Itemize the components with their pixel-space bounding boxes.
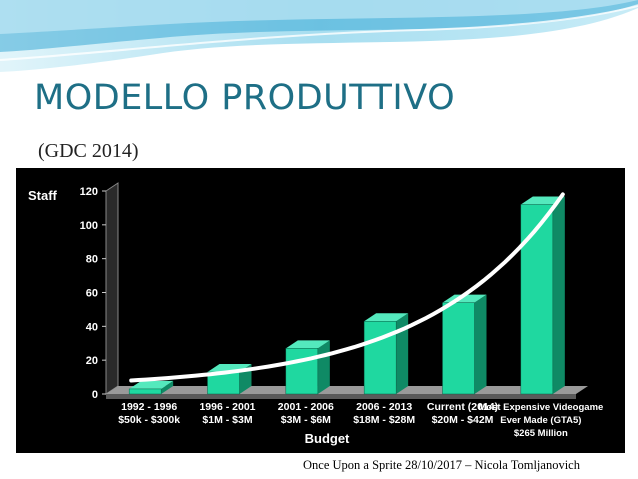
y-tick-label: 40 [86,321,98,333]
x-tick-label: $3M - $6M [281,414,331,426]
bar [520,204,554,395]
x-tick-label: 2001 - 2006 [278,401,334,413]
bar-side [317,340,330,394]
axis-side-wall [105,182,119,395]
x-tick-label: $18M - $28M [353,414,415,426]
y-tick-label: 0 [92,389,98,401]
bar [442,302,475,395]
bar-side [396,313,409,394]
bar-top [285,340,330,349]
x-tick-label: Current (2014) [427,401,498,413]
x-tick-label: 1996 - 2001 [199,401,255,413]
bar [285,348,319,395]
x-tick-label: 2006 - 2013 [356,401,412,413]
bar-side [474,294,487,394]
top-swoosh-decoration [0,0,638,72]
chart-floor-edge [106,394,576,399]
chart-floor [106,386,588,394]
x-tick-label: $20M - $42M [432,414,494,426]
x-tick-label: Most Expensive Videogame [478,402,603,413]
y-tick-label: 20 [86,355,98,367]
x-tick-label: $1M - $3M [202,414,252,426]
y-axis-label: Staff [28,188,58,203]
bar-side [161,380,174,394]
bar-top [364,313,409,322]
slide-subtitle: (GDC 2014) [38,140,139,162]
y-tick-label: 120 [80,186,98,198]
y-tick-label: 100 [80,220,98,232]
slide-footer: Once Upon a Sprite 28/10/2017 – Nicola T… [303,458,580,472]
trend-curve [129,192,565,383]
bar-top [520,196,565,205]
y-tick-label: 60 [86,288,98,300]
x-tick-label: $265 Million [514,428,568,439]
bar-side [552,196,565,394]
x-tick-label: Ever Made (GTA5) [500,415,581,426]
x-tick-label: 1992 - 1996 [121,401,177,413]
x-axis-label: Budget [305,431,350,446]
bar [128,388,162,395]
y-tick-label: 80 [86,254,98,266]
bar-top [129,380,174,389]
x-tick-label: $50k - $300k [118,414,180,426]
slide-title: MODELLO PRODUTTIVO [34,78,456,118]
